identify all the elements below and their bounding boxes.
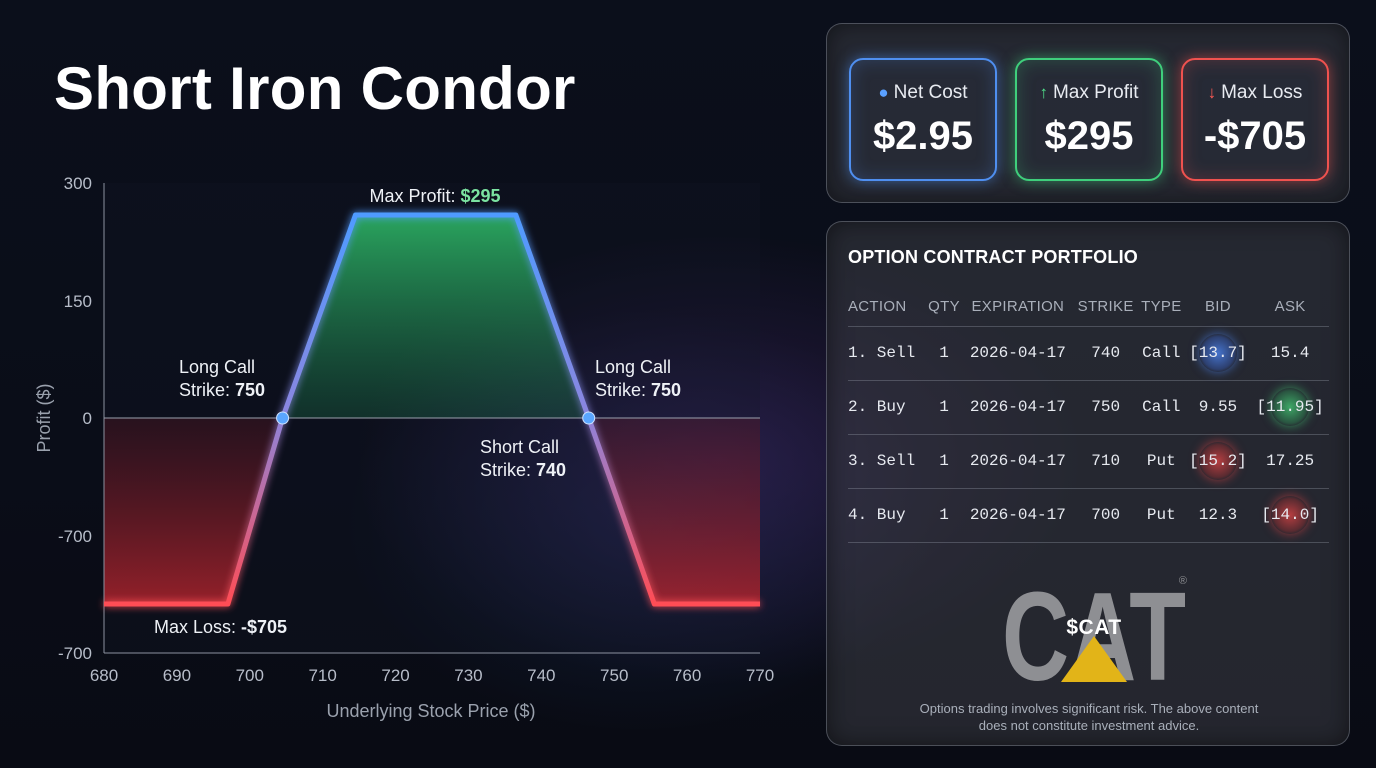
left-strike-annotation-line2: Strike: 750 xyxy=(179,380,265,400)
x-axis-title: Underlying Stock Price ($) xyxy=(326,701,535,721)
right-strike-annotation-line2: Strike: 750 xyxy=(595,380,681,400)
net-cost-card: ● Net Cost $2.95 xyxy=(849,58,997,181)
y-tick-label: 0 xyxy=(83,409,92,428)
disclaimer-text: Options trading involves significant ris… xyxy=(919,701,1259,733)
payoff-chart: 680 690 700 710 720 730 740 750 760 770 300 150 0 -70… xyxy=(34,174,774,721)
x-tick-label: 700 xyxy=(236,666,264,685)
col-bid: BID xyxy=(1184,288,1252,327)
col-strike: STRIKE xyxy=(1073,288,1138,327)
bid-highlight: [13.7] xyxy=(1189,334,1247,372)
cell-action: 2. Buy xyxy=(848,380,926,435)
cell-action: 4. Buy xyxy=(848,488,926,543)
portfolio-title: OPTION CONTRACT PORTFOLIO xyxy=(848,247,1138,267)
x-tick-label: 750 xyxy=(600,666,628,685)
ticker-label: $CAT xyxy=(1066,616,1122,639)
cell-bid: [13.7] xyxy=(1184,326,1252,381)
col-expiration: EXPIRATION xyxy=(962,288,1074,327)
cell-strike: 740 xyxy=(1073,326,1138,381)
stats-panel: ● Net Cost $2.95 ↑ Max Profit $295 ↓ Max Lo… xyxy=(826,23,1350,203)
cell-strike: 750 xyxy=(1073,380,1138,435)
option-legs-table: ACTION QTY EXPIRATION STRIKE TYPE BID AS… xyxy=(848,288,1329,543)
cell-qty: 1 xyxy=(925,380,963,435)
short-strike-annotation-line1: Short Call xyxy=(480,437,559,457)
table-row: 2. Buy 1 2026-04-17 750 Call 9.55 [11.95… xyxy=(848,380,1329,435)
y-tick-label: 300 xyxy=(64,174,92,193)
max-loss-label: Max Loss xyxy=(1221,82,1303,103)
x-tick-label: 690 xyxy=(163,666,191,685)
cell-type: Put xyxy=(1138,434,1185,489)
portfolio-panel: OPTION CONTRACT PORTFOLIO ACTION QTY EXP… xyxy=(826,221,1350,746)
max-loss-value: -$705 xyxy=(1203,114,1307,158)
loss-area-left xyxy=(104,418,283,604)
left-strike-annotation-line1: Long Call xyxy=(179,357,255,377)
registered-mark: ® xyxy=(1179,575,1187,587)
x-tick-label: 720 xyxy=(381,666,409,685)
y-axis-title: Profit ($) xyxy=(34,383,54,452)
table-row: 1. Sell 1 2026-04-17 740 Call [13.7] 15.… xyxy=(848,326,1329,381)
arrow-down-icon: ↓ xyxy=(1207,83,1217,102)
max-profit-annotation: Max Profit: $295 xyxy=(369,186,500,206)
max-loss-annotation: Max Loss: -$705 xyxy=(154,617,287,637)
max-profit-value: $295 xyxy=(1044,114,1134,158)
bid-highlight: [15.2] xyxy=(1189,442,1247,480)
cell-qty: 1 xyxy=(925,488,963,543)
x-tick-label: 760 xyxy=(673,666,701,685)
cell-action: 3. Sell xyxy=(848,434,926,489)
table-header-row: ACTION QTY EXPIRATION STRIKE TYPE BID AS… xyxy=(848,288,1329,327)
cell-strike: 710 xyxy=(1073,434,1138,489)
y-tick-label: 150 xyxy=(64,292,92,311)
y-tick-label: -700 xyxy=(58,644,92,663)
cell-bid: 9.55 xyxy=(1184,380,1252,435)
cell-type: Put xyxy=(1138,488,1185,543)
x-tick-label: 740 xyxy=(527,666,555,685)
cell-qty: 1 xyxy=(925,434,963,489)
table-row: 3. Sell 1 2026-04-17 710 Put [15.2] 17.2… xyxy=(848,434,1329,489)
cell-type: Call xyxy=(1138,380,1185,435)
net-cost-value: $2.95 xyxy=(872,114,974,158)
cat-logo: CAT ® $CAT xyxy=(999,566,1189,707)
ask-highlight: [11.95] xyxy=(1256,388,1324,426)
cell-bid: [15.2] xyxy=(1184,434,1252,489)
net-cost-label: Net Cost xyxy=(893,82,968,103)
cat-logo-triangle xyxy=(1061,636,1127,682)
y-tick-label: -700 xyxy=(58,527,92,546)
coins-icon: ● xyxy=(878,83,889,102)
cell-ask: 17.25 xyxy=(1251,434,1329,489)
cell-ask: [14.0] xyxy=(1251,488,1329,543)
max-loss-card: ↓ Max Loss -$705 xyxy=(1181,58,1329,181)
right-strike-annotation-line1: Long Call xyxy=(595,357,671,377)
table-row: 4. Buy 1 2026-04-17 700 Put 12.3 [14.0] xyxy=(848,488,1329,543)
breakeven-point-1 xyxy=(276,411,290,425)
x-tick-label: 680 xyxy=(90,666,118,685)
x-tick-label: 730 xyxy=(454,666,482,685)
col-type: TYPE xyxy=(1138,288,1185,327)
cell-qty: 1 xyxy=(925,326,963,381)
max-profit-card: ↑ Max Profit $295 xyxy=(1015,58,1163,181)
short-strike-annotation-line2: Strike: 740 xyxy=(480,460,566,480)
cell-expiration: 2026-04-17 xyxy=(962,326,1074,381)
arrow-up-icon: ↑ xyxy=(1039,83,1048,102)
x-tick-label: 770 xyxy=(746,666,774,685)
cell-expiration: 2026-04-17 xyxy=(962,488,1074,543)
col-qty: QTY xyxy=(925,288,963,327)
cell-action: 1. Sell xyxy=(848,326,926,381)
cell-ask: 15.4 xyxy=(1251,326,1329,381)
profit-area xyxy=(282,215,589,418)
cell-type: Call xyxy=(1138,326,1185,381)
loss-area-right xyxy=(588,418,760,604)
breakeven-point-2 xyxy=(582,411,596,425)
cell-expiration: 2026-04-17 xyxy=(962,434,1074,489)
cell-strike: 700 xyxy=(1073,488,1138,543)
cell-expiration: 2026-04-17 xyxy=(962,380,1074,435)
max-profit-label: Max Profit xyxy=(1052,82,1139,103)
page-title: Short Iron Condor xyxy=(54,55,576,122)
cell-ask: [11.95] xyxy=(1251,380,1329,435)
cell-bid: 12.3 xyxy=(1184,488,1252,543)
col-ask: ASK xyxy=(1251,288,1329,327)
ask-highlight: [14.0] xyxy=(1261,496,1319,534)
cat-logo-mark: CAT ® xyxy=(1002,566,1187,707)
col-action: ACTION xyxy=(848,288,926,327)
x-tick-label: 710 xyxy=(308,666,336,685)
